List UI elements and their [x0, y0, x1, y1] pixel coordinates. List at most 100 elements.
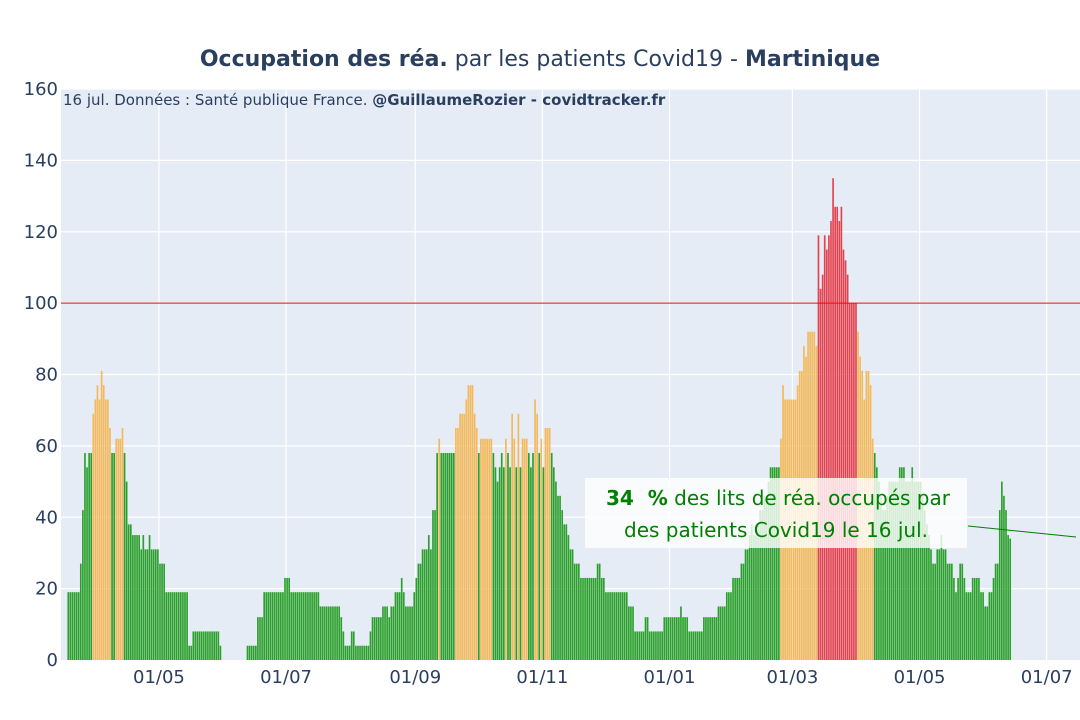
bar [138, 535, 140, 660]
bar [519, 467, 522, 660]
bar [390, 606, 393, 660]
bar [171, 592, 174, 660]
bar [263, 592, 266, 660]
bar [584, 577, 586, 660]
bar [280, 592, 282, 660]
bar [86, 467, 88, 660]
bar [555, 481, 557, 660]
bar [523, 438, 526, 660]
bar [357, 645, 359, 660]
bar [657, 631, 659, 660]
bar [892, 481, 895, 660]
bar [725, 592, 728, 660]
bar [732, 577, 734, 660]
bar [575, 563, 578, 660]
bar [342, 631, 345, 660]
bar [129, 524, 132, 660]
bar [480, 438, 482, 660]
bar [450, 453, 453, 660]
bar [548, 428, 551, 660]
bar [559, 495, 561, 660]
bar [623, 592, 626, 660]
bar [386, 606, 388, 660]
bar [938, 549, 941, 660]
bar [421, 549, 424, 660]
bar [771, 467, 774, 660]
bar [67, 592, 70, 660]
bar [563, 524, 566, 660]
bar [202, 631, 205, 660]
bar [632, 606, 634, 660]
annotation-box [585, 478, 967, 548]
bar [175, 592, 178, 660]
bar [1009, 538, 1012, 660]
bar [830, 221, 832, 660]
bar [836, 206, 839, 661]
bar [527, 453, 530, 660]
bar [900, 467, 903, 660]
bar [127, 524, 130, 660]
bar [396, 592, 399, 660]
bar [590, 577, 593, 660]
source-handle: @GuillaumeRozier - covidtracker.fr [372, 91, 666, 109]
bar [592, 577, 595, 660]
bar [825, 249, 828, 660]
bar [884, 510, 886, 660]
bar [534, 399, 536, 660]
bar [209, 631, 211, 660]
bar [323, 606, 326, 660]
bar [517, 413, 520, 660]
annotation-line1: 34 % des lits de réa. occupés par [606, 486, 951, 510]
bar [838, 221, 841, 660]
bar [600, 577, 603, 660]
bar [382, 606, 384, 660]
bar [990, 592, 993, 660]
bar [134, 535, 136, 660]
bar [580, 577, 582, 660]
bar [846, 274, 849, 660]
bar [471, 385, 474, 660]
bar [409, 606, 411, 660]
bar [911, 467, 914, 660]
bar [415, 577, 418, 660]
bar [903, 467, 905, 660]
bar [140, 549, 143, 660]
bar [698, 631, 701, 660]
bar [204, 631, 207, 660]
bar [125, 481, 128, 660]
bar [273, 592, 276, 660]
bar [300, 592, 303, 660]
bar [567, 535, 570, 660]
bar [305, 592, 307, 660]
bar [442, 453, 445, 660]
y-tick-label: 20 [35, 579, 58, 600]
bar [211, 631, 213, 660]
bar [821, 274, 824, 660]
bar [359, 645, 361, 660]
x-tick-label: 01/01 [644, 667, 696, 688]
bar [1001, 481, 1003, 660]
bar [557, 495, 559, 660]
bar [200, 631, 203, 660]
bar [473, 413, 476, 660]
bar [646, 617, 649, 660]
y-tick-label: 80 [35, 365, 58, 386]
bar [477, 453, 480, 660]
bar [663, 617, 666, 660]
y-tick-label: 40 [35, 507, 58, 528]
bar [998, 510, 1001, 660]
bar [136, 535, 138, 660]
bar [680, 606, 682, 660]
bar [686, 617, 689, 660]
bar [707, 617, 709, 660]
x-tick-label: 01/05 [894, 667, 946, 688]
bar [261, 617, 263, 660]
bar [375, 617, 378, 660]
bar [709, 617, 711, 660]
bar [940, 535, 943, 660]
bar [917, 481, 920, 660]
bar [334, 606, 336, 660]
bar [411, 606, 413, 660]
bar [330, 606, 332, 660]
y-tick-label: 0 [47, 650, 58, 671]
